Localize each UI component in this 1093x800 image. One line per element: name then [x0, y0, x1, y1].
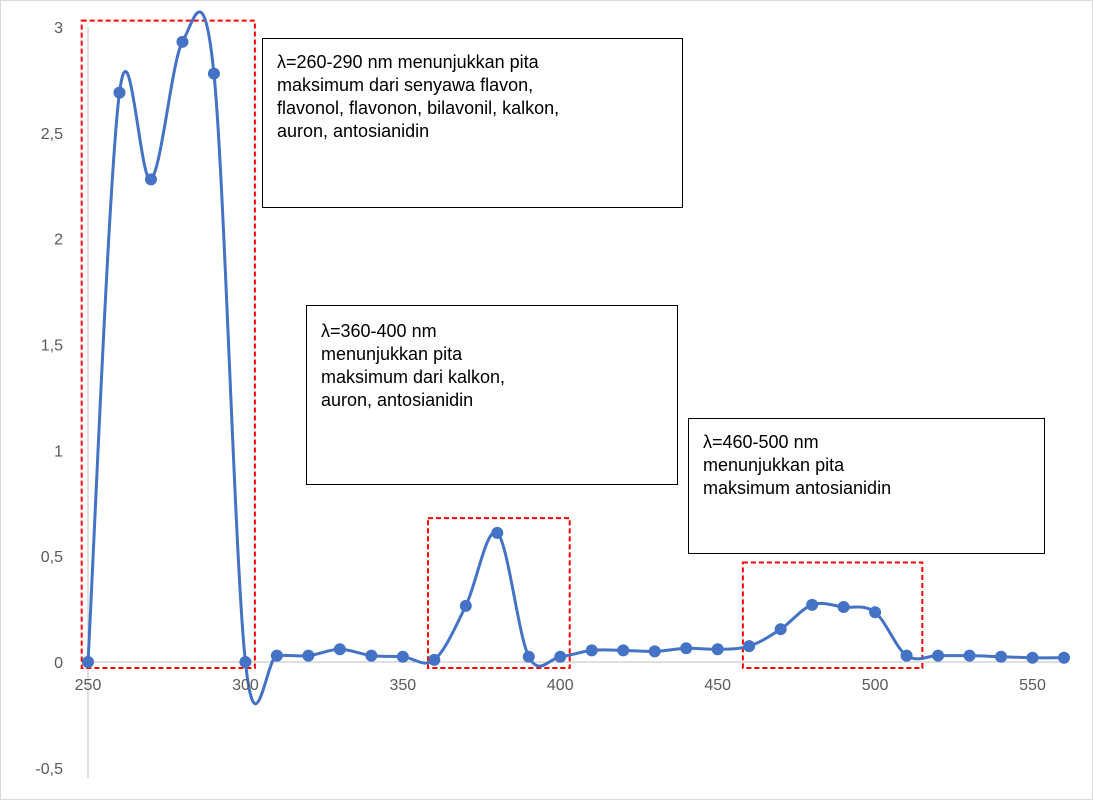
data-point: [302, 649, 315, 662]
x-tick-label: 250: [75, 677, 102, 694]
y-tick-label: -0,5: [35, 761, 63, 778]
data-point: [806, 598, 819, 611]
data-point: [396, 650, 409, 663]
data-point: [617, 644, 630, 657]
highlight-regions-layer: [80, 19, 924, 669]
data-point: [963, 649, 976, 662]
y-tick-label: 3: [54, 20, 63, 37]
y-tick-label: 1,5: [41, 338, 63, 355]
data-point: [869, 606, 882, 619]
data-point: [1058, 651, 1070, 664]
data-point: [743, 640, 756, 653]
data-point: [648, 645, 661, 658]
data-point: [459, 599, 472, 612]
highlight-region: [427, 517, 571, 669]
y-tick-label: 2: [54, 232, 63, 249]
series-line: [86, 10, 1065, 706]
highlight-region: [741, 561, 924, 669]
data-point: [270, 649, 283, 662]
highlight-region: [80, 19, 256, 669]
data-point: [900, 649, 913, 662]
y-tick-label: 1: [54, 443, 63, 460]
data-point: [554, 650, 567, 663]
data-point: [333, 643, 346, 656]
data-point: [711, 643, 724, 656]
data-point: [491, 526, 504, 539]
data-point: [932, 649, 945, 662]
x-tick-label: 550: [1019, 677, 1046, 694]
data-point: [144, 173, 157, 186]
data-point: [207, 67, 220, 80]
y-tick-label: 2,5: [41, 126, 63, 143]
annotation-box-260-290: λ=260-290 nm menunjukkan pita maksimum d…: [262, 38, 683, 208]
x-tick-label: 350: [389, 677, 416, 694]
annotation-box-460-500: λ=460-500 nm menunjukkan pita maksimum a…: [688, 418, 1045, 554]
data-point: [1026, 651, 1039, 664]
data-point: [428, 653, 441, 666]
y-tick-label: 0: [54, 655, 63, 672]
data-point: [837, 600, 850, 613]
data-point: [995, 650, 1008, 663]
data-point: [680, 642, 693, 655]
data-point: [585, 644, 598, 657]
tick-labels-layer: -0,5 0 0,5 1 1,5 2 2,5 3 250 300 350 400 450 500 550: [35, 20, 1046, 778]
x-tick-label: 450: [704, 677, 731, 694]
x-tick-label: 500: [862, 677, 889, 694]
annotation-box-360-400: λ=360-400 nm menunjukkan pita maksimum d…: [306, 305, 678, 485]
data-point: [365, 649, 378, 662]
data-point: [774, 623, 787, 636]
series-layer: [82, 10, 1070, 706]
data-point: [176, 35, 189, 48]
x-tick-label: 300: [232, 677, 259, 694]
data-point: [82, 656, 94, 668]
data-point: [113, 86, 126, 99]
y-tick-label: 0,5: [41, 549, 63, 566]
x-tick-label: 400: [547, 677, 574, 694]
data-point: [239, 656, 252, 668]
data-point: [522, 650, 535, 663]
